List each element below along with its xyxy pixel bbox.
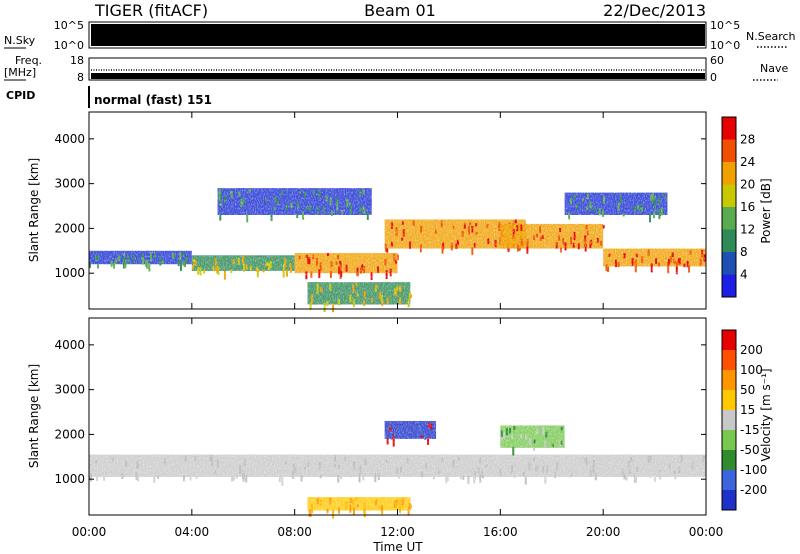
colorbar-tick-label: 8 — [740, 245, 748, 259]
nsky-tick-top: 10^5 — [54, 19, 84, 32]
colorbar-segment — [722, 274, 736, 297]
colorbar-tick-label: 15 — [740, 403, 755, 417]
y-tick-label: 1000 — [54, 266, 85, 280]
nsearch-tick-top: 10^5 — [710, 19, 740, 32]
radar-title: TIGER (fitACF) — [94, 1, 208, 20]
x-tick-label: 20:00 — [586, 525, 621, 539]
time-x-axis: 00:00 04:00 08:00 12:00 16:00 20:00 00:00 — [72, 112, 724, 539]
colorbar-segment — [722, 490, 736, 510]
colorbar-segment — [722, 207, 736, 230]
nsearch-label: N.Search — [746, 30, 796, 43]
x-tick-label: 12:00 — [380, 525, 415, 539]
x-tick-label: 00:00 — [72, 525, 107, 539]
colorbar-tick-label: 12 — [740, 223, 755, 237]
colorbar-segment — [722, 229, 736, 252]
colorbar-segment — [722, 330, 736, 350]
colorbar-tick-label: 100 — [740, 363, 763, 377]
power-colorbar-label: Power [dB] — [759, 178, 773, 243]
colorbar-segment — [722, 430, 736, 450]
colorbar-tick-label: 24 — [740, 155, 755, 169]
cpid-label: CPID — [6, 89, 35, 102]
nsky-label: N.Sky — [4, 34, 36, 47]
y-tick-label: 2000 — [54, 427, 85, 441]
y-tick-label: 2000 — [54, 221, 85, 235]
colorbar-segment — [722, 139, 736, 162]
colorbar-segment — [722, 117, 736, 140]
nave-tick-top: 60 — [710, 54, 724, 67]
freq-unit-label: [MHz] — [4, 66, 36, 79]
velocity-colorbar: 200 100 50 15 -15 -50 -100 -200 — [721, 329, 767, 511]
x-axis-label: Time UT — [372, 540, 423, 554]
nave-label: Nave — [760, 62, 788, 75]
colorbar-frame — [721, 116, 737, 298]
nave-tick-bottom: 0 — [710, 71, 717, 84]
y-tick-label: 4000 — [54, 338, 85, 352]
colorbar-frame — [721, 329, 737, 511]
power-colorbar: 4 8 12 16 20 24 28 — [721, 116, 755, 298]
x-tick-label: 04:00 — [175, 525, 210, 539]
power-panel: 1000 2000 3000 4000 Slant Range [km] — [27, 111, 707, 313]
colorbar-segment — [722, 450, 736, 470]
velocity-y-axis-label: Slant Range [km] — [27, 364, 41, 468]
x-tick-label: 08:00 — [277, 525, 312, 539]
velocity-panel: 1000 2000 3000 4000 00:00 04:00 08:00 12:00 16:… — [27, 112, 723, 554]
colorbar-segment — [722, 252, 736, 275]
colorbar-tick-label: -50 — [740, 443, 760, 457]
colorbar-tick-label: 50 — [740, 383, 755, 397]
colorbar-tick-label: 200 — [740, 343, 763, 357]
colorbar-segment — [722, 470, 736, 490]
power-y-axis: 1000 2000 3000 4000 — [54, 132, 706, 280]
colorbar-segment — [722, 410, 736, 430]
velocity-speckle-overlay — [89, 318, 706, 515]
colorbar-tick-label: 4 — [740, 268, 748, 282]
beam-label: Beam 01 — [364, 1, 436, 20]
colorbar-tick-label: -100 — [740, 463, 767, 477]
x-tick-label: 16:00 — [483, 525, 518, 539]
nsky-tick-bottom: 10^0 — [54, 39, 84, 52]
colorbar-segment — [722, 350, 736, 370]
y-tick-label: 3000 — [54, 177, 85, 191]
colorbar-segment — [722, 390, 736, 410]
y-tick-label: 4000 — [54, 132, 85, 146]
freq-tick-top: 18 — [70, 54, 84, 67]
date-label: 22/Dec/2013 — [603, 1, 706, 20]
freq-label: Freq. — [15, 54, 42, 67]
power-y-axis-label: Slant Range [km] — [27, 158, 41, 262]
y-tick-label: 3000 — [54, 383, 85, 397]
colorbar-tick-label: 16 — [740, 200, 755, 214]
cpid-mode-text: normal (fast) 151 — [94, 93, 212, 107]
velocity-y-axis: 1000 2000 3000 4000 — [54, 338, 706, 486]
velocity-colorbar-label: Velocity [m s⁻¹] — [759, 368, 773, 461]
nsearch-tick-bottom: 10^0 — [710, 39, 740, 52]
freq-data-fill — [91, 73, 705, 79]
freq-tick-bottom: 8 — [77, 71, 84, 84]
colorbar-tick-label: 28 — [740, 133, 755, 147]
power-speckle-overlay — [89, 112, 706, 309]
x-tick-label: 00:00 — [689, 525, 724, 539]
colorbar-tick-label: -15 — [740, 423, 760, 437]
nsky-data-fill — [91, 24, 705, 46]
colorbar-tick-label: -200 — [740, 483, 767, 497]
colorbar-segment — [722, 184, 736, 207]
colorbar-tick-label: 20 — [740, 178, 755, 192]
y-tick-label: 1000 — [54, 472, 85, 486]
colorbar-segment — [722, 370, 736, 390]
colorbar-segment — [722, 162, 736, 185]
